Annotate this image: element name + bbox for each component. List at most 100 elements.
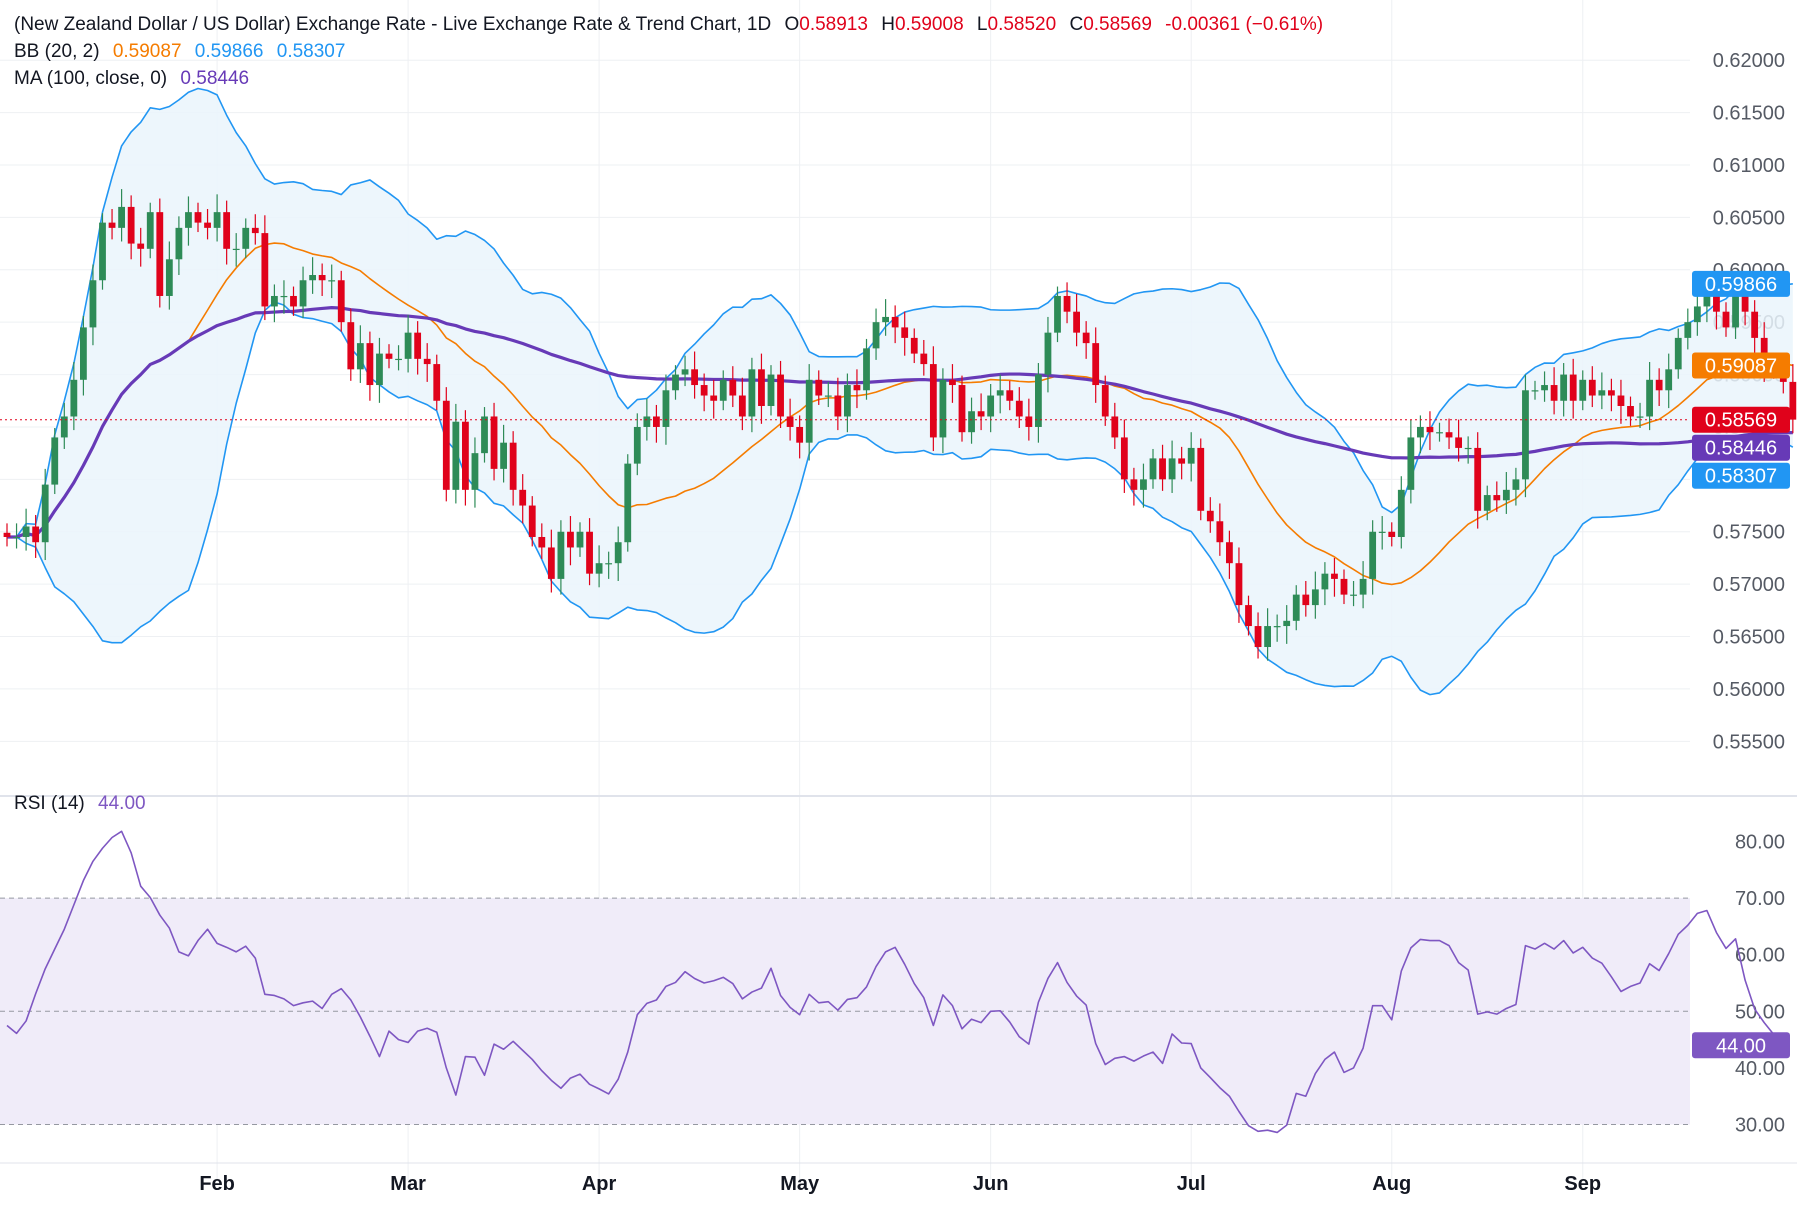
candle-body [519, 489, 527, 506]
candle-body [127, 206, 135, 244]
candle-body [1073, 311, 1080, 333]
ohlc-open: O0.58913 [784, 14, 868, 35]
time-axis-tick-label: Sep [1564, 1173, 1601, 1195]
candle-body [624, 463, 632, 543]
price-tag-bg [1692, 434, 1790, 461]
ma-value: 0.58446 [180, 68, 250, 89]
candle-body [929, 364, 937, 438]
bb-lower-value: 0.58307 [276, 41, 346, 62]
candle-body [41, 484, 49, 543]
candle-body [786, 416, 794, 427]
candle-body [328, 280, 336, 282]
candle-body [1159, 458, 1166, 480]
price-axis-tick-label: 0.60500 [1713, 207, 1785, 229]
candle-body [777, 374, 784, 417]
symbol-title: (New Zealand Dollar / US Dollar) Exchang… [14, 14, 772, 35]
candle-body [1025, 416, 1033, 427]
candle-body [395, 358, 402, 361]
candle-body [13, 536, 20, 539]
candle-body [385, 353, 393, 359]
bb-upper-line [7, 87, 1793, 538]
candle-body [299, 280, 307, 307]
candle-body [700, 385, 708, 396]
candle-body [1455, 437, 1462, 448]
candle-body [1646, 379, 1653, 417]
candle-body [1035, 374, 1042, 427]
candle-body [1130, 479, 1138, 490]
price-axis-tick-label: 0.56000 [1713, 679, 1785, 701]
candle-body [576, 531, 584, 548]
rsi-axis-tick-label: 70.00 [1735, 888, 1785, 910]
bb-basis-value: 0.59087 [112, 41, 182, 62]
price-tag-bg [1692, 352, 1790, 379]
rsi-line [6, 830, 1784, 1134]
candle-body [796, 426, 804, 443]
candle-body [710, 395, 718, 401]
candle-body [366, 343, 374, 386]
ohlc-low: L0.58520 [976, 14, 1057, 35]
candle-body [251, 227, 259, 234]
candle-body [280, 295, 288, 298]
candle-body [51, 437, 59, 485]
candle-body [80, 327, 87, 380]
candle-body [204, 222, 211, 228]
candle-body [290, 295, 297, 307]
candle-body [356, 343, 364, 370]
candle-body [1760, 337, 1768, 365]
candle-body [175, 227, 183, 260]
time-axis-tick-label: Apr [582, 1173, 617, 1195]
candle-body [462, 421, 469, 490]
candle-body [1378, 531, 1386, 533]
legend-bb-row[interactable]: BB (20, 2) 0.59087 0.59866 0.58307 [14, 41, 353, 63]
legend-symbol-row: (New Zealand Dollar / US Dollar) Exchang… [14, 14, 1331, 36]
candle-body [748, 369, 756, 417]
candle-body [901, 327, 909, 338]
candle-body [1436, 432, 1443, 434]
candle-body [194, 212, 202, 223]
rsi-tag-bg [1692, 1032, 1790, 1059]
candle-body [1598, 390, 1606, 396]
rsi-value: 44.00 [98, 793, 146, 814]
candle-body [853, 385, 861, 391]
candle-body [1187, 447, 1195, 464]
rsi-axis-tick-label: 30.00 [1735, 1115, 1785, 1137]
candle-body [1502, 489, 1510, 501]
candle-body [1206, 510, 1214, 522]
candle-body [337, 280, 345, 323]
candle-body [1397, 489, 1405, 537]
rsi-axis-tick-label: 40.00 [1735, 1058, 1785, 1080]
candle-body [996, 390, 1004, 396]
candle-body [987, 395, 995, 417]
price-tag-label: 0.58307 [1705, 466, 1777, 488]
candle-body [22, 526, 30, 537]
candle-body [1350, 594, 1357, 596]
candle-body [500, 442, 507, 469]
legend-ma-row[interactable]: MA (100, close, 0) 0.58446 [14, 68, 257, 90]
candle-body [958, 385, 966, 433]
candle-body [433, 364, 441, 401]
candle-body [1741, 295, 1749, 312]
candle-body [758, 369, 765, 406]
candle-body [1254, 626, 1262, 648]
candle-body [872, 322, 880, 349]
bb-basis-line [7, 242, 1794, 586]
legend-rsi-row[interactable]: RSI (14) 44.00 [14, 793, 154, 815]
bb-band-fill [7, 88, 1793, 695]
candle-body [1292, 594, 1300, 621]
candle-body [834, 395, 842, 417]
candle-body [863, 348, 870, 391]
candle-body [318, 275, 326, 281]
candle-body [1655, 379, 1663, 391]
candle-body [1092, 343, 1100, 386]
candle-body [1273, 626, 1281, 628]
candle-body [1340, 578, 1348, 595]
candle-body [1550, 385, 1558, 401]
candle-body [662, 390, 670, 427]
candle-body [1627, 406, 1634, 417]
candle-body [99, 222, 106, 281]
candle-body [595, 563, 603, 574]
candle-body [232, 248, 240, 251]
price-axis-tick-label: 0.55500 [1713, 731, 1785, 753]
candle-body [738, 395, 746, 417]
